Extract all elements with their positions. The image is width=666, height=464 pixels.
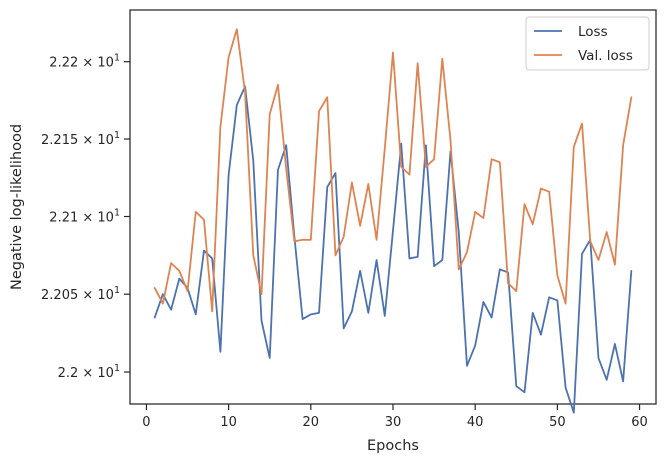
x-tick-label: 10 xyxy=(220,415,237,430)
y-axis-ticks: 2.2 × 101 2.205 × 101 2.21 × 101 2.215 × 10… xyxy=(41,53,130,381)
x-tick-label: 40 xyxy=(467,415,484,430)
y-tick-label: 2.205 × 101 xyxy=(41,285,120,303)
x-tick-label: 60 xyxy=(631,415,648,430)
y-tick-label: 2.2 × 101 xyxy=(58,363,120,381)
legend: Loss Val. loss xyxy=(525,16,650,71)
x-tick-label: 0 xyxy=(142,415,150,430)
series-line-loss xyxy=(153,85,633,414)
y-tick-label: 2.22 × 101 xyxy=(49,53,120,71)
x-tick-label: 30 xyxy=(385,415,402,430)
legend-label-loss: Loss xyxy=(578,24,608,40)
legend-label-val-loss: Val. loss xyxy=(578,48,633,64)
x-tick-label: 20 xyxy=(303,415,320,430)
y-axis-label: Negative log-likelihood xyxy=(9,124,25,290)
x-tick-label: 50 xyxy=(549,415,566,430)
series-lines xyxy=(153,28,633,414)
x-axis-label: Epochs xyxy=(367,438,419,454)
y-tick-label: 2.21 × 101 xyxy=(49,208,120,226)
y-tick-label: 2.215 × 101 xyxy=(41,130,120,148)
x-axis-ticks: 0 10 20 30 40 50 60 xyxy=(142,404,648,430)
series-line-val-loss xyxy=(153,28,633,313)
